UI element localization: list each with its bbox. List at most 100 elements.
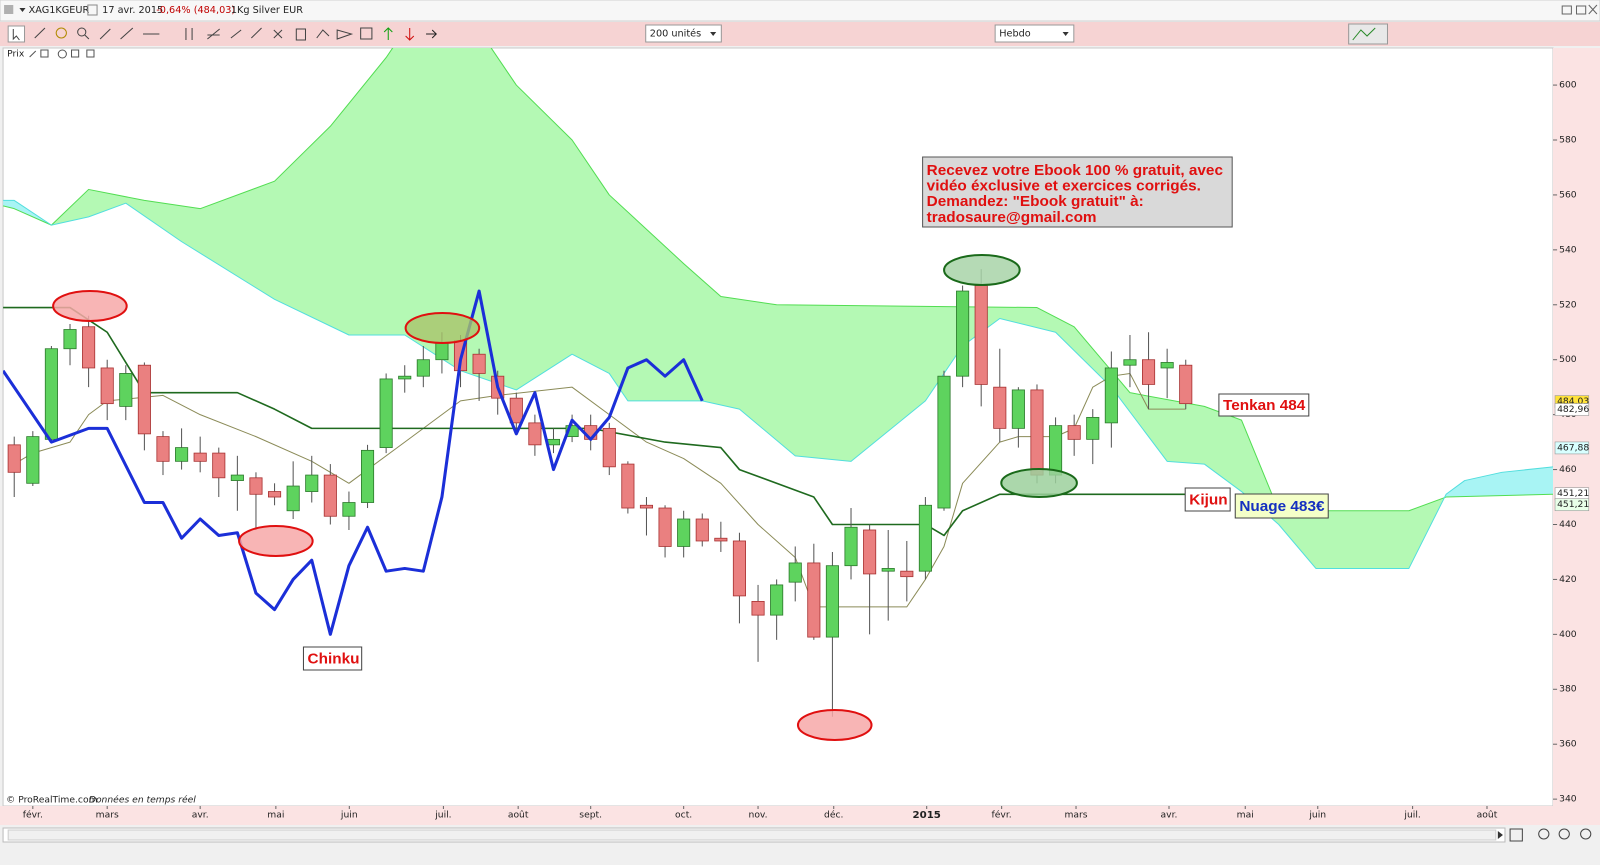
- x-tick-label: oct.: [675, 811, 692, 821]
- annotation-text: Nuage 483€: [1239, 498, 1325, 515]
- candle-body: [1086, 416, 1100, 440]
- date: 17 avr. 2015: [102, 5, 163, 16]
- copyright: © ProRealTime.com: [6, 796, 98, 806]
- price-flag: [1554, 441, 1590, 455]
- y-tick-label: 580: [1559, 136, 1577, 146]
- minimize-button[interactable]: [1561, 5, 1572, 15]
- price-flag-label: 451,21: [1557, 500, 1589, 510]
- chinku-line: [3, 289, 704, 636]
- candle-body: [974, 285, 988, 385]
- y-tick-label: 400: [1559, 630, 1577, 640]
- candle-body: [993, 386, 1007, 429]
- candle-body: [881, 568, 895, 572]
- plot: [3, 48, 1554, 717]
- y-tick-label: 520: [1559, 300, 1577, 310]
- candle-body: [416, 359, 430, 377]
- instrument-name: 1Kg Silver EUR: [231, 5, 303, 16]
- scroll-thumb[interactable]: [7, 829, 1497, 841]
- candle-body: [844, 526, 858, 567]
- window-icon: [4, 5, 14, 14]
- candle-body: [286, 485, 300, 512]
- y-tick-label: 460: [1559, 465, 1577, 475]
- price-flag: [1554, 403, 1590, 416]
- x-tick-label: mars: [1064, 811, 1087, 821]
- period-value: Hebdo: [999, 29, 1031, 40]
- candle-body: [26, 436, 40, 484]
- x-tick-label: juil.: [434, 811, 451, 821]
- candle-body: [695, 518, 709, 542]
- candle-body: [639, 504, 654, 509]
- x-tick-label: mai: [267, 811, 284, 821]
- candle-body: [435, 342, 449, 361]
- x-tick-label: févr.: [992, 810, 1012, 821]
- price-flag-label: 467,88: [1557, 443, 1589, 453]
- candle-body: [100, 367, 114, 405]
- price-flag-label: 484,03: [1557, 397, 1589, 407]
- y-tick-label: 380: [1559, 685, 1577, 695]
- maximize-button[interactable]: [1575, 5, 1587, 15]
- price-flag: [1554, 498, 1590, 512]
- price-axis: [1553, 48, 1600, 806]
- candle-body: [863, 529, 877, 575]
- annotation-text: Tenkan 484: [1223, 397, 1306, 414]
- scroll-right[interactable]: [1497, 831, 1503, 839]
- candle-body: [360, 449, 375, 503]
- change: -0,64% (484,03): [156, 5, 235, 16]
- dropdown-arrow: [1062, 32, 1069, 36]
- candle-body: [249, 477, 263, 495]
- candle-body: [193, 452, 207, 462]
- candle-body: [565, 425, 579, 438]
- ebook-text: Demandez: "Ebook gratuit" à:: [927, 193, 1144, 210]
- candle-body: [677, 518, 691, 547]
- close-button[interactable]: [1588, 4, 1598, 15]
- annotation-box: [302, 646, 363, 671]
- candle-body: [602, 427, 616, 468]
- ebook-box: [922, 156, 1233, 228]
- x-tick-label: avr.: [192, 811, 209, 821]
- y-tick-label: 360: [1559, 740, 1577, 750]
- candle-body: [398, 375, 412, 380]
- x-tick-label: août: [508, 811, 529, 821]
- candle-body: [1049, 425, 1063, 476]
- y-tick-label: 540: [1559, 245, 1577, 255]
- units-dropdown[interactable]: [645, 24, 722, 43]
- x-tick-label: juin: [1308, 811, 1326, 821]
- period-dropdown[interactable]: [994, 24, 1075, 43]
- candle-body: [621, 463, 635, 509]
- candle-body: [1104, 367, 1118, 424]
- candle-body: [1011, 389, 1025, 429]
- ebook-text: tradosaure@gmail.com: [927, 209, 1097, 226]
- panel-label: Prix: [7, 50, 25, 60]
- annotations: Recevez votre Ebook 100 % gratuit, avecv…: [302, 156, 1329, 671]
- data-note: Données en temps réel: [89, 795, 196, 806]
- candle-body: [918, 504, 932, 572]
- candle-body: [1030, 389, 1044, 476]
- chart-style-button[interactable]: [1348, 23, 1388, 45]
- candle-body: [305, 474, 319, 492]
- ebook-text: vidéo éxclusive et exercices corrigés.: [927, 178, 1201, 195]
- candle-body: [1142, 359, 1156, 385]
- annotation-box: [1234, 493, 1329, 519]
- candle-body: [714, 537, 728, 542]
- candle-body: [1179, 364, 1193, 405]
- candle-body: [900, 570, 914, 578]
- x-tick-label: mai: [1237, 811, 1254, 821]
- senkou-b-line: [3, 48, 1554, 512]
- tool-icons[interactable]: [7, 25, 437, 43]
- price-flag-label: 451,21: [1557, 489, 1589, 499]
- chart-style-icon: [1352, 27, 1376, 41]
- zoom-icons[interactable]: [1509, 828, 1592, 842]
- candle-body: [732, 540, 746, 597]
- annotation-box: [1184, 487, 1231, 512]
- candle-body: [788, 562, 802, 583]
- symbol-menu[interactable]: [19, 8, 26, 12]
- candle-body: [546, 438, 561, 446]
- y-tick-label: 420: [1559, 575, 1577, 585]
- x-tick-label: févr.: [23, 810, 43, 821]
- candle-body: [7, 444, 21, 473]
- panel-icons[interactable]: [29, 49, 95, 59]
- y-tick-label: 600: [1559, 81, 1577, 91]
- info-icon[interactable]: [87, 4, 98, 16]
